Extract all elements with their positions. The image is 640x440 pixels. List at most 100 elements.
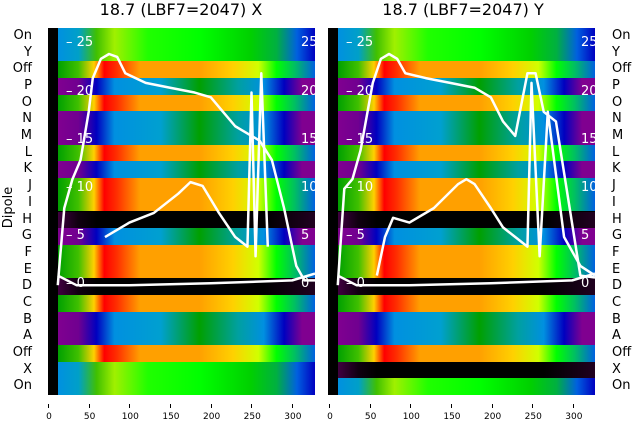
row-label: A (23, 328, 32, 344)
row-label: X (23, 361, 32, 377)
heatmap-band (58, 78, 315, 95)
heatmap-band (58, 244, 315, 279)
heatmap-band (58, 111, 315, 145)
row-label: K (23, 161, 32, 177)
series-line-outer (336, 52, 595, 286)
y-tick-label: – 15 (66, 131, 94, 147)
heatmap-band (58, 344, 315, 362)
heatmap-band (338, 311, 595, 345)
row-label: J (612, 178, 616, 194)
x-tick-label: 250 (237, 404, 267, 422)
x-tick-label: 100 (115, 404, 145, 422)
y-tick-label: 15 (581, 131, 595, 147)
x-tick-label: 50 (356, 404, 386, 422)
x-tick-label: 150 (437, 404, 467, 422)
row-label: K (612, 161, 621, 177)
row-label: On (612, 28, 631, 43)
y-tick-label: 0 (581, 276, 590, 292)
chart-title-x: 18.7 (LBF7=2047) X (99, 0, 263, 19)
row-label: B (23, 311, 32, 327)
heatmap-band (338, 28, 595, 62)
row-label: Off (12, 344, 32, 360)
heatmap-band (58, 178, 315, 212)
series-line-baseline (57, 272, 315, 287)
y-tick-label: 10 (301, 179, 315, 195)
heatmap-band (338, 344, 595, 362)
x-tick-label: 300 (278, 404, 308, 422)
row-label: I (28, 194, 32, 210)
row-label: Off (12, 61, 32, 77)
row-label: N (22, 111, 32, 127)
x-tick-label: 150 (156, 404, 186, 422)
y-tick-label: 25 (581, 35, 595, 51)
y-tick-label: 5 (301, 228, 310, 244)
y-tick-label: 20 (581, 83, 595, 99)
row-label: F (24, 244, 32, 260)
x-tick-label: 200 (197, 404, 227, 422)
line-overlay (56, 52, 315, 287)
y-tick-label: – 5 (346, 228, 365, 244)
y-tick-label: 20 (301, 83, 315, 99)
x-tick-label: 200 (478, 404, 508, 422)
y-tick-label: – 25 (66, 35, 94, 51)
row-label: F (612, 244, 620, 260)
y-tick-label: – 10 (346, 179, 374, 195)
heatmap-band (58, 361, 315, 395)
row-label: L (24, 144, 32, 160)
row-label: G (21, 228, 32, 244)
series-line-outer (56, 52, 315, 286)
x-tick-label: 100 (396, 404, 426, 422)
heatmap-band (338, 228, 595, 245)
row-label: A (612, 328, 621, 344)
y-tick-label: – 25 (346, 35, 374, 51)
heatmap-band (338, 161, 595, 179)
row-label: H (612, 211, 622, 227)
row-label: L (612, 144, 620, 160)
chart-title-y: 18.7 (LBF7=2047) Y (382, 0, 544, 19)
row-label: M (20, 128, 32, 144)
x-tick-label: 0 (34, 404, 64, 422)
x-tick-label: 250 (518, 404, 548, 422)
row-label: C (612, 294, 622, 310)
row-label: X (612, 361, 621, 377)
heatmap-band (338, 294, 595, 312)
left-strip (48, 28, 58, 395)
heatmap-band (58, 228, 315, 245)
y-tick-label: 25 (301, 35, 315, 51)
row-label: B (612, 311, 621, 327)
y-tick-label: – 5 (66, 228, 85, 244)
heatmap-band (338, 378, 595, 395)
row-label: O (612, 94, 623, 110)
heatmap-band (58, 311, 315, 345)
ylabel: Dipole (1, 186, 17, 229)
y-tick-label: 5 (581, 228, 590, 244)
row-label: Off (612, 61, 632, 77)
y-tick-label: – 20 (346, 83, 374, 99)
row-label: On (13, 378, 32, 394)
series-line-hump (375, 81, 595, 277)
row-label: G (612, 228, 623, 244)
y-tick-label: – 15 (346, 131, 374, 147)
heatmap-band (58, 28, 315, 62)
heatmap-band (58, 294, 315, 312)
row-label: On (612, 378, 631, 394)
row-label: Y (24, 44, 32, 60)
left-strip (328, 28, 338, 395)
line-overlay (336, 52, 595, 287)
row-label: J (28, 178, 32, 194)
row-label: N (612, 111, 622, 127)
row-label: H (22, 211, 32, 227)
row-label: E (23, 261, 32, 277)
y-tick-label: 10 (581, 179, 595, 195)
x-tick-label: 0 (315, 404, 345, 422)
row-label: P (24, 78, 32, 94)
y-tick-label: 15 (301, 131, 315, 147)
y-tick-label: – 10 (66, 179, 94, 195)
row-label: D (21, 278, 32, 294)
series-line-hump (104, 72, 270, 258)
row-label: Y (612, 44, 620, 60)
row-label: Off (612, 344, 632, 360)
heatmap-band (338, 361, 595, 379)
